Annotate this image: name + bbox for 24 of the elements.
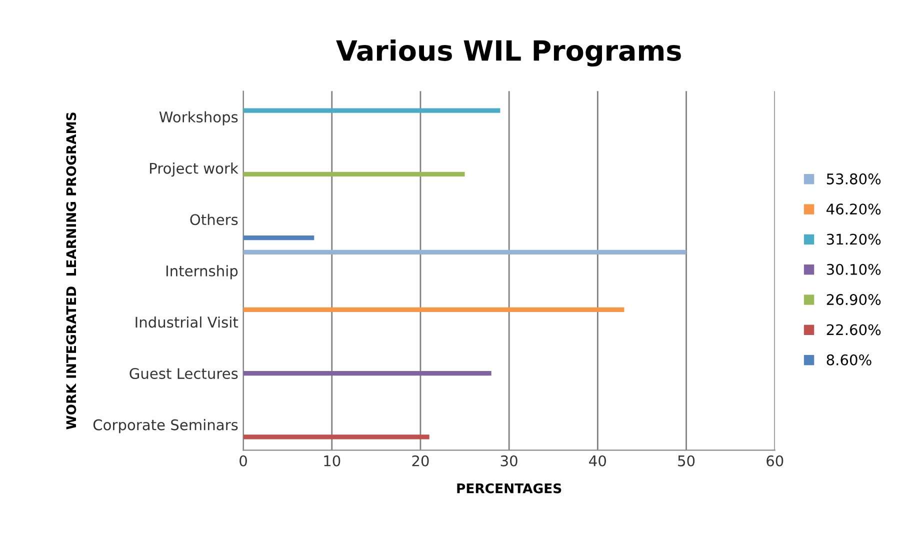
chart-title: Various WIL Programs [336, 39, 681, 67]
y-axis-title: WORK INTEGRATED LEARNING PROGRAMS [66, 112, 76, 430]
x-tick-label: 10 [324, 455, 340, 466]
x-tick-label: 0 [240, 455, 247, 466]
y-tick-label: Corporate Seminars [93, 419, 238, 434]
x-axis-title: PERCENTAGES [457, 483, 562, 494]
legend-label: 8.60% [826, 354, 872, 366]
legend-label: 30.10% [826, 264, 881, 275]
x-tick-label: 60 [766, 455, 784, 466]
x-tick-label: 40 [589, 455, 606, 466]
x-tick-label: 50 [678, 455, 695, 466]
legend-label: 46.20% [826, 204, 881, 215]
x-tick-label: 30 [500, 455, 518, 466]
x-tick-label: 20 [412, 455, 429, 466]
y-tick-label: Project work [150, 162, 238, 177]
legend-label: 31.20% [826, 234, 881, 245]
y-tick-label: Others [190, 214, 238, 226]
legend-label: 53.80% [826, 173, 881, 184]
y-tick-label: Workshops [159, 111, 238, 126]
legend-label: 22.60% [826, 324, 881, 336]
y-tick-label: Internship [166, 265, 238, 280]
y-tick-label: Guest Lectures [130, 368, 238, 380]
legend-label: 26.90% [826, 294, 881, 306]
y-tick-label: Industrial Visit [136, 316, 238, 328]
